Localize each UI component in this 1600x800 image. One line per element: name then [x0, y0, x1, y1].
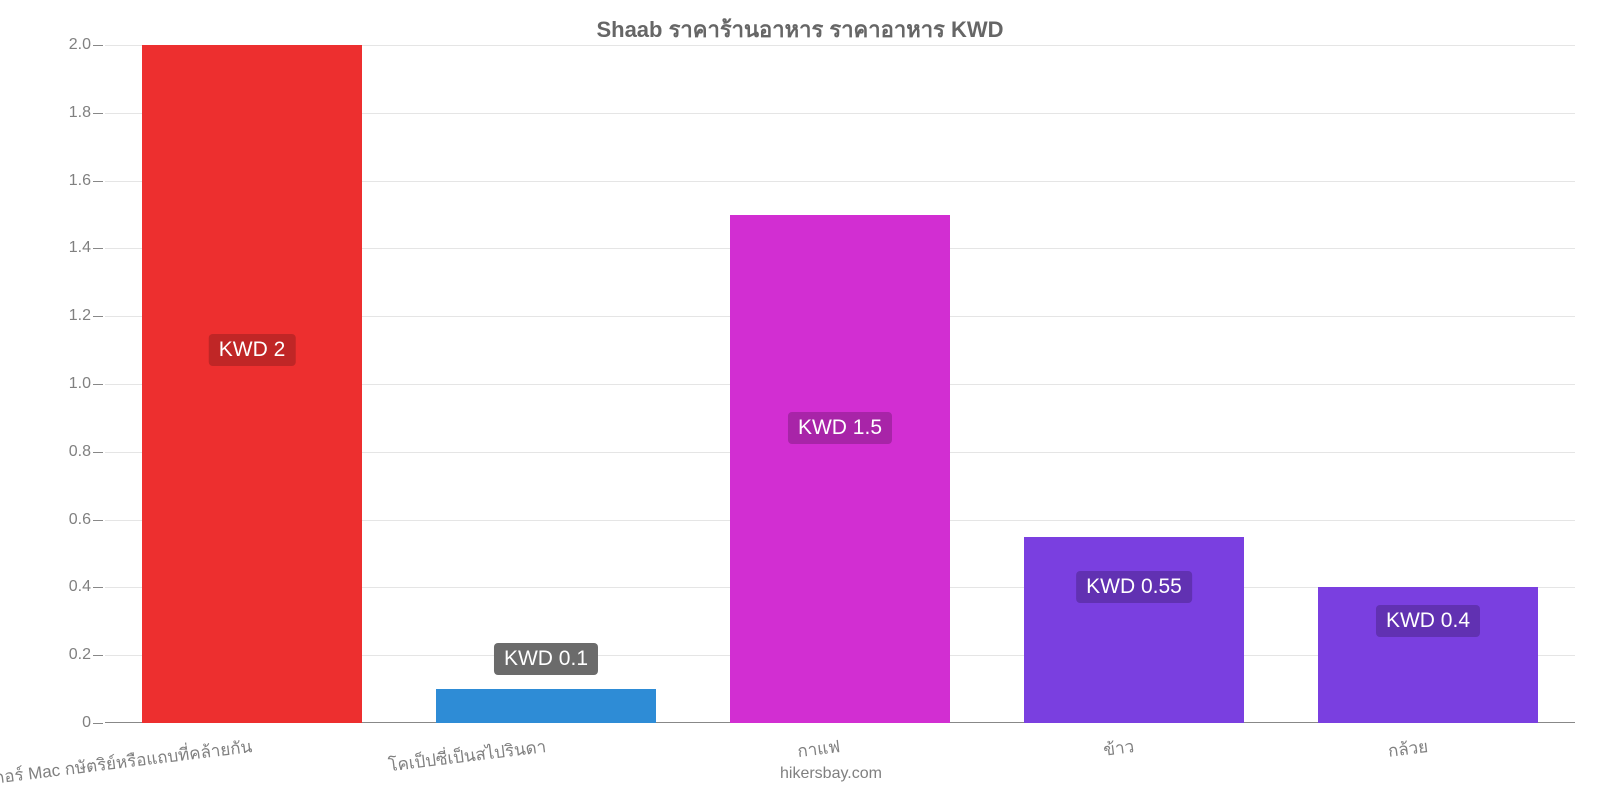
x-tick-label: ข้าว: [1102, 733, 1136, 764]
y-tick-label: 0.8: [69, 443, 105, 461]
y-tick-label: 1.0: [69, 375, 105, 393]
bar: [1024, 537, 1245, 723]
y-tick-label: 1.8: [69, 104, 105, 122]
y-tick-label: 1.2: [69, 307, 105, 325]
bar: [142, 45, 363, 723]
bar-value-label: KWD 1.5: [788, 412, 892, 444]
y-tick-label: 0.4: [69, 578, 105, 596]
y-tick-label: 0.6: [69, 511, 105, 529]
x-tick-label: เบอร์เกอร์ Mac กษัตริย์หรือแถบที่คล้ายกั…: [0, 733, 254, 797]
attribution-text: hikersbay.com: [780, 765, 882, 783]
bar-value-label: KWD 0.1: [494, 643, 598, 675]
y-tick-label: 0: [82, 714, 105, 732]
bar-value-label: KWD 0.55: [1076, 571, 1192, 603]
bar: [730, 215, 951, 724]
y-tick-label: 1.6: [69, 172, 105, 190]
x-tick-label: กาแฟ: [796, 733, 842, 765]
y-tick-label: 0.2: [69, 646, 105, 664]
y-tick-label: 1.4: [69, 239, 105, 257]
x-tick-label: กล้วย: [1386, 733, 1429, 765]
chart-title: Shaab ราคาร้านอาหาร ราคาอาหาร KWD: [0, 0, 1600, 47]
bar: [436, 689, 657, 723]
bar-value-label: KWD 0.4: [1376, 605, 1480, 637]
x-tick-label: โคเป็ปซี่เป็นสไปรินดา: [387, 733, 548, 779]
y-tick-label: 2.0: [69, 36, 105, 54]
plot-area: 00.20.40.60.81.01.21.41.61.82.0KWD 2เบอร…: [105, 45, 1575, 723]
bar-value-label: KWD 2: [209, 334, 296, 366]
